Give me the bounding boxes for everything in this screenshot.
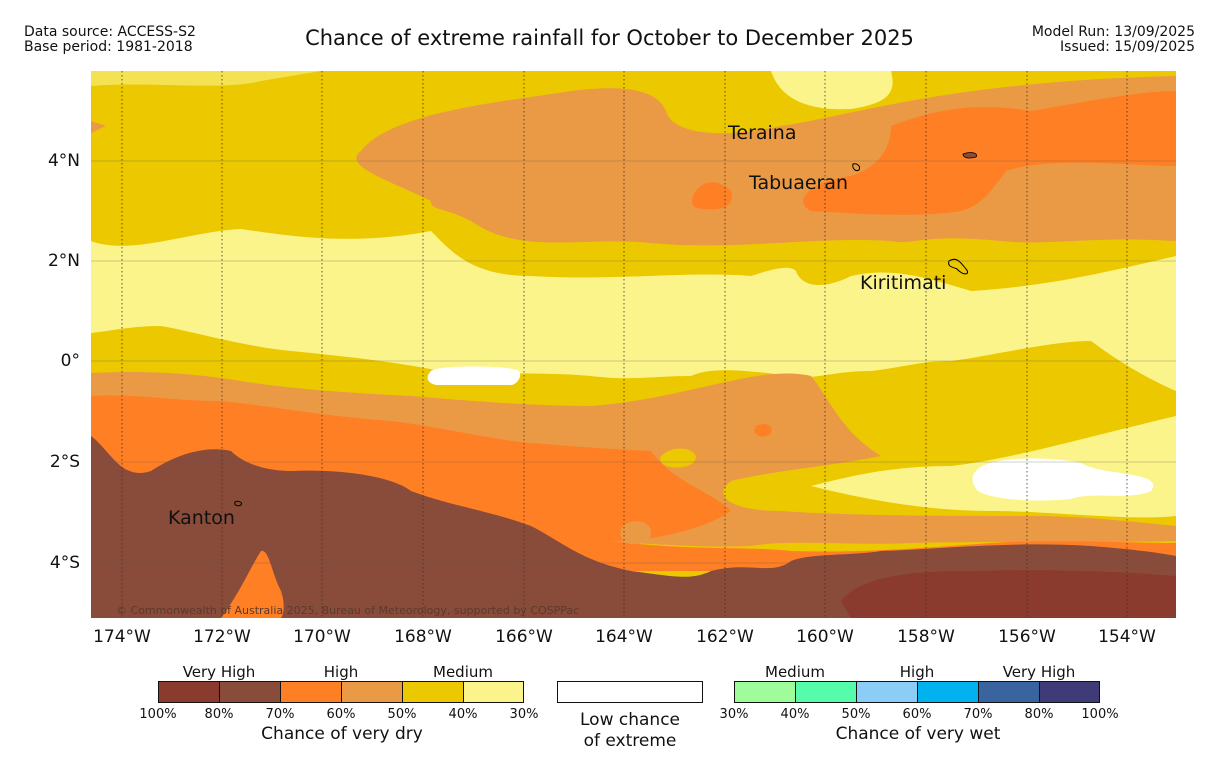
legend-low-chance-swatch <box>557 681 703 703</box>
light-orange-patch-south <box>620 521 652 545</box>
lon-label: 174°W <box>93 627 151 647</box>
lat-label: 2°S <box>49 452 80 472</box>
legend-dry-tick: 100% <box>139 707 177 722</box>
legend-wet-tick: 80% <box>1024 707 1054 722</box>
legend-dry-group: Medium <box>433 663 493 681</box>
tabuaeran-island <box>852 163 860 171</box>
lat-label: 0° <box>60 351 80 371</box>
medium-dry-light-top <box>91 71 321 86</box>
kiritimati-island <box>948 258 969 275</box>
lon-label: 170°W <box>293 627 351 647</box>
model-run-text: Model Run: 13/09/2025 <box>1031 24 1195 40</box>
legend-dry-tick: 80% <box>204 707 234 722</box>
lat-label: 4°N <box>47 151 80 171</box>
kanton-island <box>234 500 242 507</box>
place-label-kanton: Kanton <box>168 507 235 529</box>
base-period-text: Base period: 1981-2018 <box>24 39 193 55</box>
legend-low-chance-line2: of extreme <box>583 731 677 751</box>
legend-wet-tick: 30% <box>719 707 749 722</box>
issued-text: Issued: 15/09/2025 <box>1060 39 1195 55</box>
legend-dry-tick: 70% <box>265 707 295 722</box>
lon-label: 156°W <box>998 627 1056 647</box>
lon-label: 172°W <box>193 627 251 647</box>
lat-label: 2°N <box>47 251 80 271</box>
legend-dry-tick: 40% <box>448 707 478 722</box>
legend-dry-group: Very High <box>182 663 256 681</box>
rainfall-map: Teraina Tabuaeran Kiritimati Kanton © Co… <box>91 71 1176 618</box>
graticule <box>91 71 1176 618</box>
legend-low-chance-label: Low chance of extreme <box>540 710 720 752</box>
header-right: Model Run: 13/09/2025 Issued: 15/09/2025 <box>1032 25 1195 55</box>
legend-low-chance-line1: Low chance <box>580 710 680 730</box>
legend-wet-caption: Chance of very wet <box>835 724 1001 744</box>
legend-wet-group: Medium <box>765 663 825 681</box>
medium-dry-light-north <box>771 71 893 110</box>
place-label-kiritimati: Kiritimati <box>860 272 946 294</box>
copyright-text: © Commonwealth of Australia 2025, Bureau… <box>116 604 579 617</box>
very-high-dry-region-strong <box>841 570 1176 618</box>
header-left: Data source: ACCESS-S2 Base period: 1981… <box>24 25 196 55</box>
legend-wet-swatch <box>1039 681 1100 703</box>
legend-wet-swatch <box>734 681 795 703</box>
legend-wet-tick: 60% <box>902 707 932 722</box>
legend-wet-swatch <box>856 681 917 703</box>
lat-label: 4°S <box>49 553 80 573</box>
high-dry-region-north-strong <box>803 91 1176 215</box>
legend-dry-caption: Chance of very dry <box>261 724 423 744</box>
legend-dry-group: High <box>323 663 359 681</box>
place-label-teraina: Teraina <box>727 122 797 144</box>
legend-dry-swatch <box>463 681 524 703</box>
lon-label: 166°W <box>495 627 553 647</box>
orange-patch-south <box>754 423 772 437</box>
lon-label: 160°W <box>796 627 854 647</box>
legend-wet-tick: 40% <box>780 707 810 722</box>
legend-wet-group: Very High <box>1002 663 1076 681</box>
legend-wet-swatch <box>917 681 978 703</box>
lon-label: 162°W <box>696 627 754 647</box>
legend-dry-swatch <box>280 681 341 703</box>
low-chance-patch-1 <box>427 366 521 385</box>
medium-dry-patch-south <box>660 448 696 468</box>
legend-wet-swatch <box>978 681 1039 703</box>
legend-wet-group: High <box>899 663 935 681</box>
data-source-text: Data source: ACCESS-S2 <box>24 24 196 40</box>
medium-dry-light-central <box>91 229 1176 391</box>
legend-wet-tick: 70% <box>963 707 993 722</box>
lon-label: 168°W <box>394 627 452 647</box>
legend-dry-tick: 60% <box>326 707 356 722</box>
orange-patch <box>692 182 732 210</box>
very-high-dry-region <box>91 436 1176 618</box>
edge-patch <box>91 121 106 133</box>
legend-dry-swatch <box>219 681 280 703</box>
legend-wet-tick: 100% <box>1081 707 1119 722</box>
orange-tongue-kanton <box>221 550 284 618</box>
legend-wet-swatch <box>795 681 856 703</box>
small-island <box>962 152 978 159</box>
lon-label: 158°W <box>897 627 955 647</box>
place-label-tabuaeran: Tabuaeran <box>748 172 848 194</box>
legend-dry-tick: 50% <box>387 707 417 722</box>
map-title: Chance of extreme rainfall for October t… <box>305 26 914 50</box>
legend-dry-swatch <box>158 681 219 703</box>
legend-dry-tick: 30% <box>509 707 539 722</box>
lon-label: 154°W <box>1098 627 1156 647</box>
legend-wet-tick: 50% <box>841 707 871 722</box>
lon-label: 164°W <box>595 627 653 647</box>
low-chance-patch-2 <box>972 458 1154 501</box>
legend-dry-swatch <box>341 681 402 703</box>
legend-dry-swatch <box>402 681 463 703</box>
